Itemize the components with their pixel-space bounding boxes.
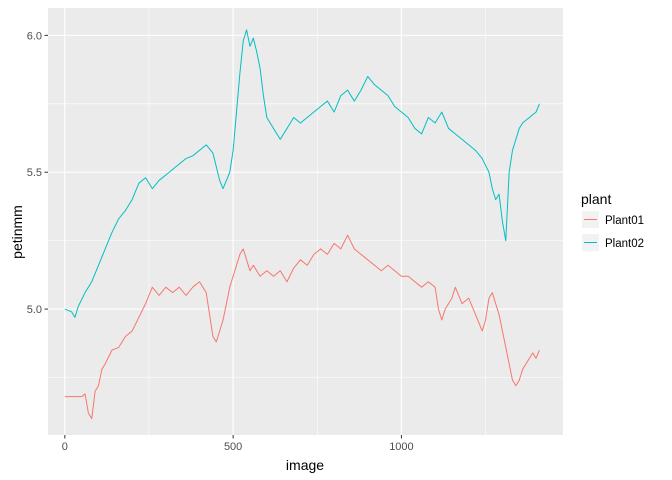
plot-panel — [48, 8, 563, 435]
legend: plant Plant01 Plant02 — [581, 191, 644, 251]
legend-label: Plant02 — [605, 238, 644, 250]
series-line-plant01 — [64, 234, 540, 420]
legend-keys: Plant01 Plant02 — [582, 211, 644, 251]
legend-title: plant — [581, 191, 611, 207]
x-tick-label: 500 — [224, 441, 242, 453]
legend-label: Plant01 — [605, 215, 644, 227]
major-gridlines — [48, 8, 563, 435]
y-axis: 5.0 5.5 6.0 — [27, 30, 48, 316]
y-tick-label: 6.0 — [27, 30, 42, 42]
series-line-plant02 — [64, 29, 540, 318]
minor-gridlines — [48, 8, 563, 435]
x-tick-label: 0 — [62, 441, 68, 453]
series-lines — [64, 29, 540, 420]
y-tick-label: 5.0 — [27, 304, 42, 316]
x-axis-title: image — [286, 457, 324, 473]
y-tick-label: 5.5 — [27, 167, 42, 179]
y-axis-title: petinmm — [9, 205, 25, 259]
x-tick-label: 1000 — [389, 441, 413, 453]
x-axis: 0 500 1000 — [62, 435, 414, 453]
